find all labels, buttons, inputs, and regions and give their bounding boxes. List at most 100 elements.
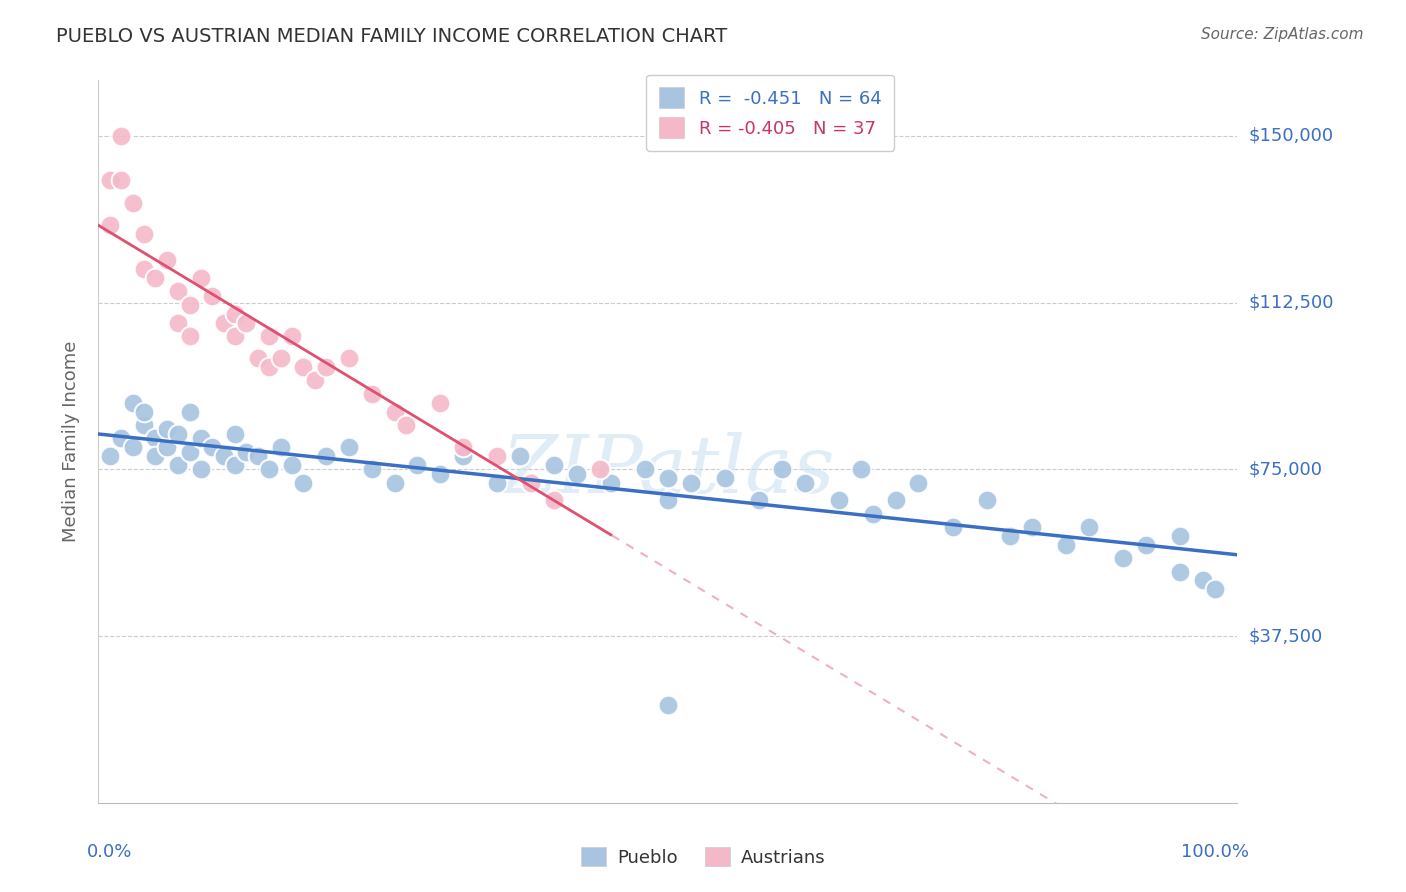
Point: [281, 329, 304, 343]
Point: [167, 458, 190, 472]
Text: $75,000: $75,000: [1249, 460, 1323, 478]
Point: [770, 462, 793, 476]
Point: [98, 173, 121, 187]
Point: [167, 285, 190, 299]
Point: [110, 128, 132, 143]
Point: [451, 449, 474, 463]
Point: [201, 440, 224, 454]
Point: [304, 373, 326, 387]
Point: [259, 360, 281, 375]
Point: [190, 462, 212, 476]
Text: Source: ZipAtlas.com: Source: ZipAtlas.com: [1201, 27, 1364, 42]
Point: [179, 298, 201, 312]
Text: ZIPatlas: ZIPatlas: [501, 432, 835, 509]
Point: [520, 475, 543, 490]
Point: [360, 462, 382, 476]
Point: [828, 493, 851, 508]
Text: 100.0%: 100.0%: [1181, 843, 1249, 861]
Point: [1112, 551, 1135, 566]
Point: [179, 444, 201, 458]
Point: [1021, 520, 1043, 534]
Point: [657, 471, 679, 485]
Point: [486, 449, 509, 463]
Point: [884, 493, 907, 508]
Point: [315, 449, 337, 463]
Text: $112,500: $112,500: [1249, 293, 1334, 311]
Point: [337, 351, 360, 366]
Point: [1054, 538, 1078, 552]
Point: [1170, 565, 1192, 579]
Point: [235, 444, 257, 458]
Point: [145, 431, 167, 445]
Point: [679, 475, 702, 490]
Point: [406, 458, 429, 472]
Point: [121, 195, 143, 210]
Point: [156, 422, 179, 436]
Point: [145, 449, 167, 463]
Point: [281, 458, 304, 472]
Point: [793, 475, 815, 490]
Point: [1135, 538, 1157, 552]
Point: [384, 475, 406, 490]
Point: [451, 440, 474, 454]
Point: [224, 329, 246, 343]
Point: [132, 227, 155, 241]
Y-axis label: Median Family Income: Median Family Income: [62, 341, 80, 542]
Point: [259, 462, 281, 476]
Point: [224, 307, 246, 321]
Point: [1204, 582, 1226, 597]
Text: $37,500: $37,500: [1249, 627, 1323, 645]
Point: [167, 316, 190, 330]
Point: [98, 449, 121, 463]
Point: [121, 395, 143, 409]
Point: [395, 417, 418, 432]
Point: [190, 271, 212, 285]
Point: [360, 386, 382, 401]
Point: [270, 351, 292, 366]
Point: [235, 316, 257, 330]
Point: [167, 426, 190, 441]
Point: [110, 173, 132, 187]
Point: [543, 458, 565, 472]
Point: [132, 417, 155, 432]
Point: [907, 475, 929, 490]
Point: [634, 462, 657, 476]
Text: $150,000: $150,000: [1249, 127, 1334, 145]
Point: [246, 449, 269, 463]
Point: [942, 520, 965, 534]
Point: [588, 462, 610, 476]
Point: [600, 475, 623, 490]
Point: [976, 493, 998, 508]
Point: [132, 404, 155, 418]
Text: PUEBLO VS AUSTRIAN MEDIAN FAMILY INCOME CORRELATION CHART: PUEBLO VS AUSTRIAN MEDIAN FAMILY INCOME …: [56, 27, 727, 45]
Point: [156, 253, 179, 268]
Point: [714, 471, 737, 485]
Point: [429, 467, 451, 481]
Point: [862, 507, 884, 521]
Point: [132, 262, 155, 277]
Point: [156, 440, 179, 454]
Point: [657, 493, 679, 508]
Point: [384, 404, 406, 418]
Point: [259, 329, 281, 343]
Point: [246, 351, 269, 366]
Point: [212, 449, 235, 463]
Point: [565, 467, 588, 481]
Point: [315, 360, 337, 375]
Point: [98, 218, 121, 232]
Point: [292, 360, 315, 375]
Legend: Pueblo, Austrians: Pueblo, Austrians: [574, 840, 832, 874]
Point: [748, 493, 770, 508]
Point: [657, 698, 679, 712]
Point: [1078, 520, 1101, 534]
Point: [212, 316, 235, 330]
Legend: R =  -0.451   N = 64, R = -0.405   N = 37: R = -0.451 N = 64, R = -0.405 N = 37: [647, 75, 894, 151]
Point: [1192, 574, 1215, 588]
Point: [486, 475, 509, 490]
Point: [179, 404, 201, 418]
Point: [1170, 529, 1192, 543]
Point: [851, 462, 873, 476]
Text: 0.0%: 0.0%: [87, 843, 132, 861]
Point: [429, 395, 451, 409]
Point: [224, 426, 246, 441]
